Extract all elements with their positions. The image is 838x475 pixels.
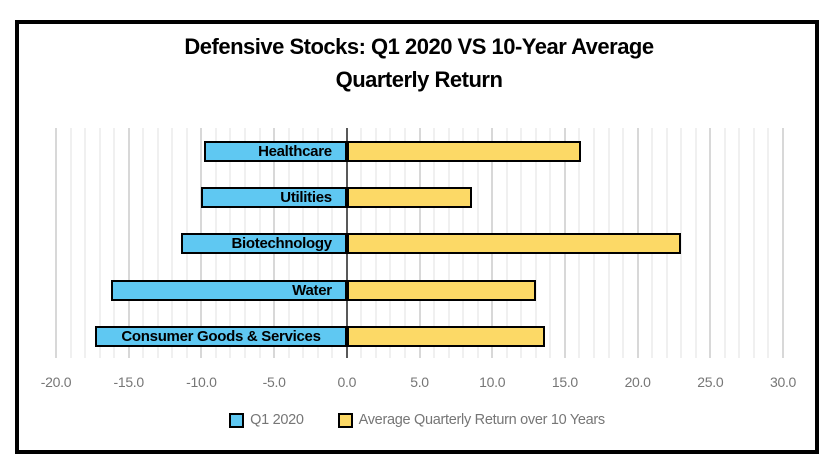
legend-swatch-icon — [337, 412, 353, 428]
minor-gridline — [113, 128, 116, 358]
legend-item-q1-2020: Q1 2020 — [229, 412, 304, 428]
x-tick-label: 25.0 — [697, 374, 724, 390]
minor-gridline — [142, 128, 145, 358]
bar-q1-utilities: Utilities — [201, 187, 347, 208]
major-gridline — [709, 128, 712, 358]
x-tick-label: 20.0 — [624, 374, 651, 390]
minor-gridline — [767, 128, 770, 358]
plot-area: Healthcare Utilities Biotechnology Water Con… — [55, 128, 784, 358]
x-tick-label: -15.0 — [113, 374, 144, 390]
major-gridline — [782, 128, 784, 358]
legend-swatch-icon — [229, 412, 245, 428]
minor-gridline — [84, 128, 87, 358]
bar-avg-biotechnology — [346, 233, 682, 254]
minor-gridline — [738, 128, 741, 358]
minor-gridline — [723, 128, 726, 358]
category-label-consumer-goods-services: Consumer Goods & Services — [121, 328, 321, 345]
bar-q1-biotechnology: Biotechnology — [181, 233, 347, 254]
bar-avg-consumer-goods-services — [346, 326, 545, 347]
bar-q1-water: Water — [111, 280, 347, 301]
x-tick-label: 0.0 — [337, 374, 357, 390]
chart-title-line1: Defensive Stocks: Q1 2020 VS 10-Year Ave… — [184, 34, 654, 59]
legend-item-avg-10yr: Average Quarterly Return over 10 Years — [337, 412, 606, 428]
legend: Q1 2020 Average Quarterly Return over 10 … — [15, 412, 819, 428]
minor-gridline — [694, 128, 697, 358]
legend-label: Average Quarterly Return over 10 Years — [358, 412, 606, 428]
x-axis-labels: -20.0 -15.0 -10.0 -5.0 0.0 5.0 10.0 15.0 20.0 25.… — [0, 374, 838, 392]
bar-q1-healthcare: Healthcare — [204, 141, 347, 162]
bar-q1-consumer-goods-services: Consumer Goods & Services — [95, 326, 347, 347]
bar-avg-utilities — [346, 187, 472, 208]
legend-label: Q1 2020 — [250, 412, 304, 428]
x-tick-label: 10.0 — [479, 374, 506, 390]
minor-gridline — [69, 128, 72, 358]
chart-title: Defensive Stocks: Q1 2020 VS 10-Year Ave… — [0, 30, 838, 96]
x-tick-label: 15.0 — [551, 374, 578, 390]
x-tick-label: -20.0 — [40, 374, 72, 390]
minor-gridline — [752, 128, 755, 358]
x-tick-label: 30.0 — [769, 374, 797, 390]
x-tick-label: 5.0 — [410, 374, 429, 390]
x-tick-label: -10.0 — [186, 374, 217, 390]
major-gridline — [127, 128, 130, 358]
category-label-water: Water — [292, 282, 332, 299]
bar-avg-healthcare — [346, 141, 581, 162]
category-label-healthcare: Healthcare — [258, 143, 332, 160]
minor-gridline — [171, 128, 174, 358]
minor-gridline — [156, 128, 159, 358]
minor-gridline — [680, 128, 683, 358]
category-label-biotechnology: Biotechnology — [231, 235, 333, 252]
chart-title-line2: Quarterly Return — [335, 67, 503, 92]
category-label-utilities: Utilities — [280, 189, 332, 206]
bar-avg-water — [346, 280, 536, 301]
x-tick-label: -5.0 — [262, 374, 286, 390]
minor-gridline — [98, 128, 101, 358]
major-gridline — [55, 128, 57, 358]
